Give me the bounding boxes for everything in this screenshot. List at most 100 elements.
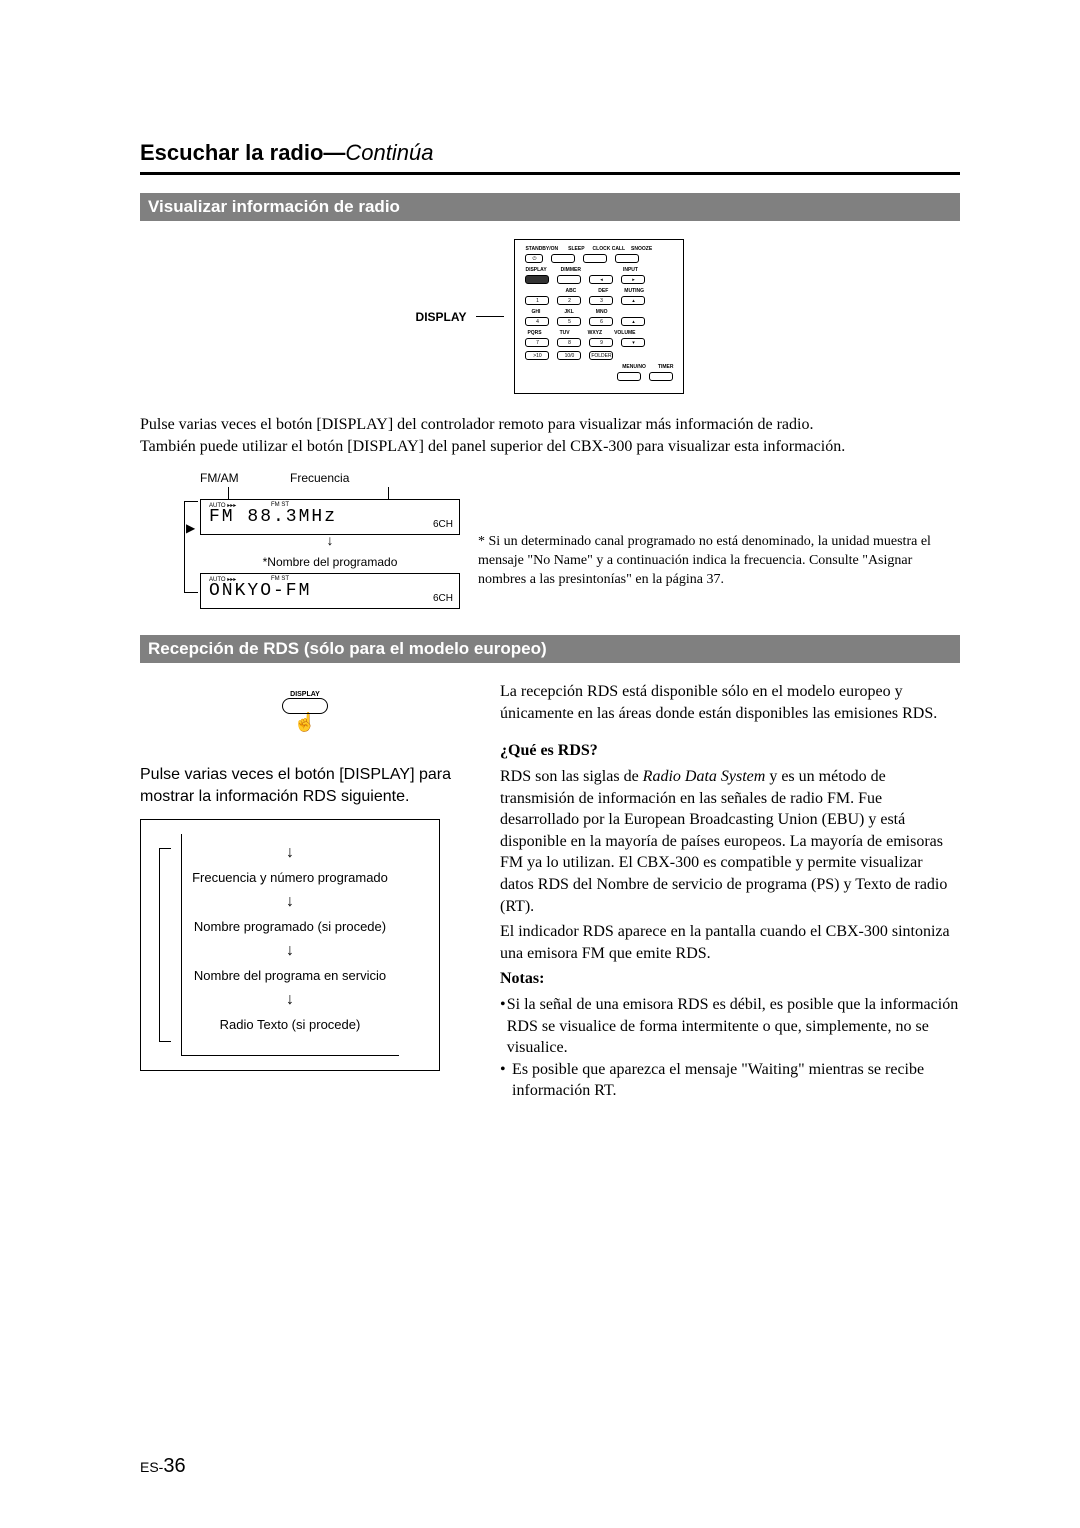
rds-p1: La recepción RDS está disponible sólo en… (500, 681, 960, 724)
flow-step: Nombre programado (si procede) (159, 919, 421, 934)
rds-flow-diagram: ↓ Frecuencia y número programado ↓ Nombr… (140, 819, 440, 1071)
lcd-cycle-diagram: FM/AM Frecuencia ▶ AUTO ▸▸▸ FM ST FM 88.… (200, 471, 460, 609)
remote-label: MUTING (624, 288, 644, 294)
section2-heading: Recepción de RDS (sólo para el modelo eu… (140, 635, 960, 663)
lcd-label-freq: Frecuencia (290, 471, 349, 485)
hand-pointer-icon: ☝ (275, 716, 335, 728)
remote-button: 10/0 (557, 351, 581, 360)
remote-label: SLEEP (568, 246, 584, 252)
section1-body: Pulse varias veces el botón [DISPLAY] de… (140, 414, 960, 457)
note-text: Si la señal de una emisora RDS es débil,… (507, 994, 960, 1059)
lcd-display-2: AUTO ▸▸▸ FM ST ONKYO-FM 6CH (200, 573, 460, 609)
flow-step: Radio Texto (si procede) (159, 1017, 421, 1032)
remote-label: SNOOZE (631, 246, 652, 252)
down-arrow-icon: ↓ (159, 893, 421, 911)
lcd-display-1: AUTO ▸▸▸ FM ST FM 88.3MHz 6CH (200, 499, 460, 535)
remote-label: STANDBY/ON (525, 246, 558, 252)
lcd-indicator: FM ST (271, 502, 289, 508)
remote-label: DIMMER (561, 267, 581, 273)
title-rule (140, 172, 960, 175)
flow-left-line (181, 834, 182, 1056)
flow-loop-line (159, 848, 171, 1042)
remote-diagram: DISPLAY STANDBY/ON SLEEP CLOCK CALL SNOOZE … (140, 239, 960, 394)
remote-label: TIMER (658, 364, 674, 370)
flow-step: Nombre del programa en servicio (159, 968, 421, 983)
down-arrow-icon: ↓ (159, 942, 421, 960)
remote-label: WXYZ (588, 330, 602, 336)
lcd-main-text: ONKYO-FM (209, 581, 451, 601)
preset-name-label: *Nombre del programado (200, 555, 460, 569)
callout-line (476, 316, 504, 317)
note-bullet: •Es posible que aparezca el mensaje "Wai… (500, 1059, 960, 1102)
remote-label: MENU/NO (622, 364, 646, 370)
lcd-footnote: * Si un determinado canal programado no … (478, 533, 960, 590)
page-title: Escuchar la radio—Continúa (140, 140, 960, 166)
remote-label: TUV (560, 330, 570, 336)
bullet-dot: • (500, 994, 507, 1059)
lcd-indicator: AUTO ▸▸▸ (209, 502, 236, 509)
remote-button: 1 (525, 296, 549, 305)
remote-button (557, 275, 581, 284)
section2-left-column: DISPLAY ☝ Pulse varias veces el botón [D… (140, 681, 470, 1102)
remote-display-button (525, 275, 549, 284)
lcd-indicator: FM ST (271, 576, 289, 582)
title-cont: Continúa (345, 140, 433, 165)
remote-control-illustration: STANDBY/ON SLEEP CLOCK CALL SNOOZE ⏻ DISPLA… (514, 239, 684, 394)
flow-bottom-line (181, 1055, 399, 1056)
rds-p2: RDS son las siglas de Radio Data System … (500, 766, 960, 917)
title-sep: — (323, 140, 345, 165)
rds-p3: El indicador RDS aparece en la pantalla … (500, 921, 960, 964)
remote-button: 9 (589, 338, 613, 347)
page-num-value: 36 (163, 1455, 185, 1477)
remote-button: >10 (525, 351, 549, 360)
remote-button: 5 (557, 317, 581, 326)
note-text: Es posible que aparezca el mensaje "Wait… (512, 1059, 960, 1102)
remote-button (615, 254, 639, 263)
remote-button: 8 (557, 338, 581, 347)
remote-button: ▴ (621, 296, 645, 305)
remote-button: FOLDER (589, 351, 613, 360)
page-number: ES-36 (140, 1455, 186, 1478)
remote-button: 7 (525, 338, 549, 347)
lcd-channel: 6CH (433, 593, 453, 604)
body-line: También puede utilizar el botón [DISPLAY… (140, 438, 845, 455)
rds-question-heading: ¿Qué es RDS? (500, 740, 960, 762)
display-callout-label: DISPLAY (416, 310, 467, 324)
bullet-dot: • (500, 1059, 512, 1102)
down-arrow-icon: ↓ (159, 844, 421, 862)
remote-button: ⏻ (525, 254, 543, 263)
remote-button (617, 372, 641, 381)
remote-label: JKL (564, 309, 573, 315)
rds-left-instruction: Pulse varias veces el botón [DISPLAY] pa… (140, 764, 470, 807)
down-arrow-icon: ↓ (159, 991, 421, 1009)
remote-button (583, 254, 607, 263)
remote-button: ▸ (621, 275, 645, 284)
note-bullet: •Si la señal de una emisora RDS es débil… (500, 994, 960, 1059)
button-outline (282, 698, 328, 714)
remote-button: ▴ (621, 317, 645, 326)
remote-button: ▾ (621, 338, 645, 347)
remote-label: PQRS (527, 330, 541, 336)
remote-label: INPUT (623, 267, 638, 273)
remote-button (649, 372, 673, 381)
remote-label: DEF (598, 288, 608, 294)
remote-button: 2 (557, 296, 581, 305)
remote-label: VOLUME (614, 330, 635, 336)
remote-label: MNO (596, 309, 608, 315)
display-btn-caption: DISPLAY (275, 691, 335, 698)
notes-heading: Notas: (500, 968, 960, 990)
lcd-channel: 6CH (433, 519, 453, 530)
title-main: Escuchar la radio (140, 140, 323, 165)
page-prefix: ES- (140, 1459, 163, 1475)
lcd-indicator: AUTO ▸▸▸ (209, 576, 236, 583)
lcd-main-text: FM 88.3MHz (209, 507, 451, 527)
lcd-label-fmam: FM/AM (200, 471, 260, 485)
remote-label: DISPLAY (525, 267, 546, 273)
display-button-illustration: DISPLAY ☝ (275, 691, 335, 728)
remote-button: ◂ (589, 275, 613, 284)
remote-button: 3 (589, 296, 613, 305)
lcd-top-labels: FM/AM Frecuencia (200, 471, 460, 485)
section1-heading: Visualizar información de radio (140, 193, 960, 221)
remote-label: GHI (531, 309, 540, 315)
remote-label: CLOCK CALL (593, 246, 626, 252)
